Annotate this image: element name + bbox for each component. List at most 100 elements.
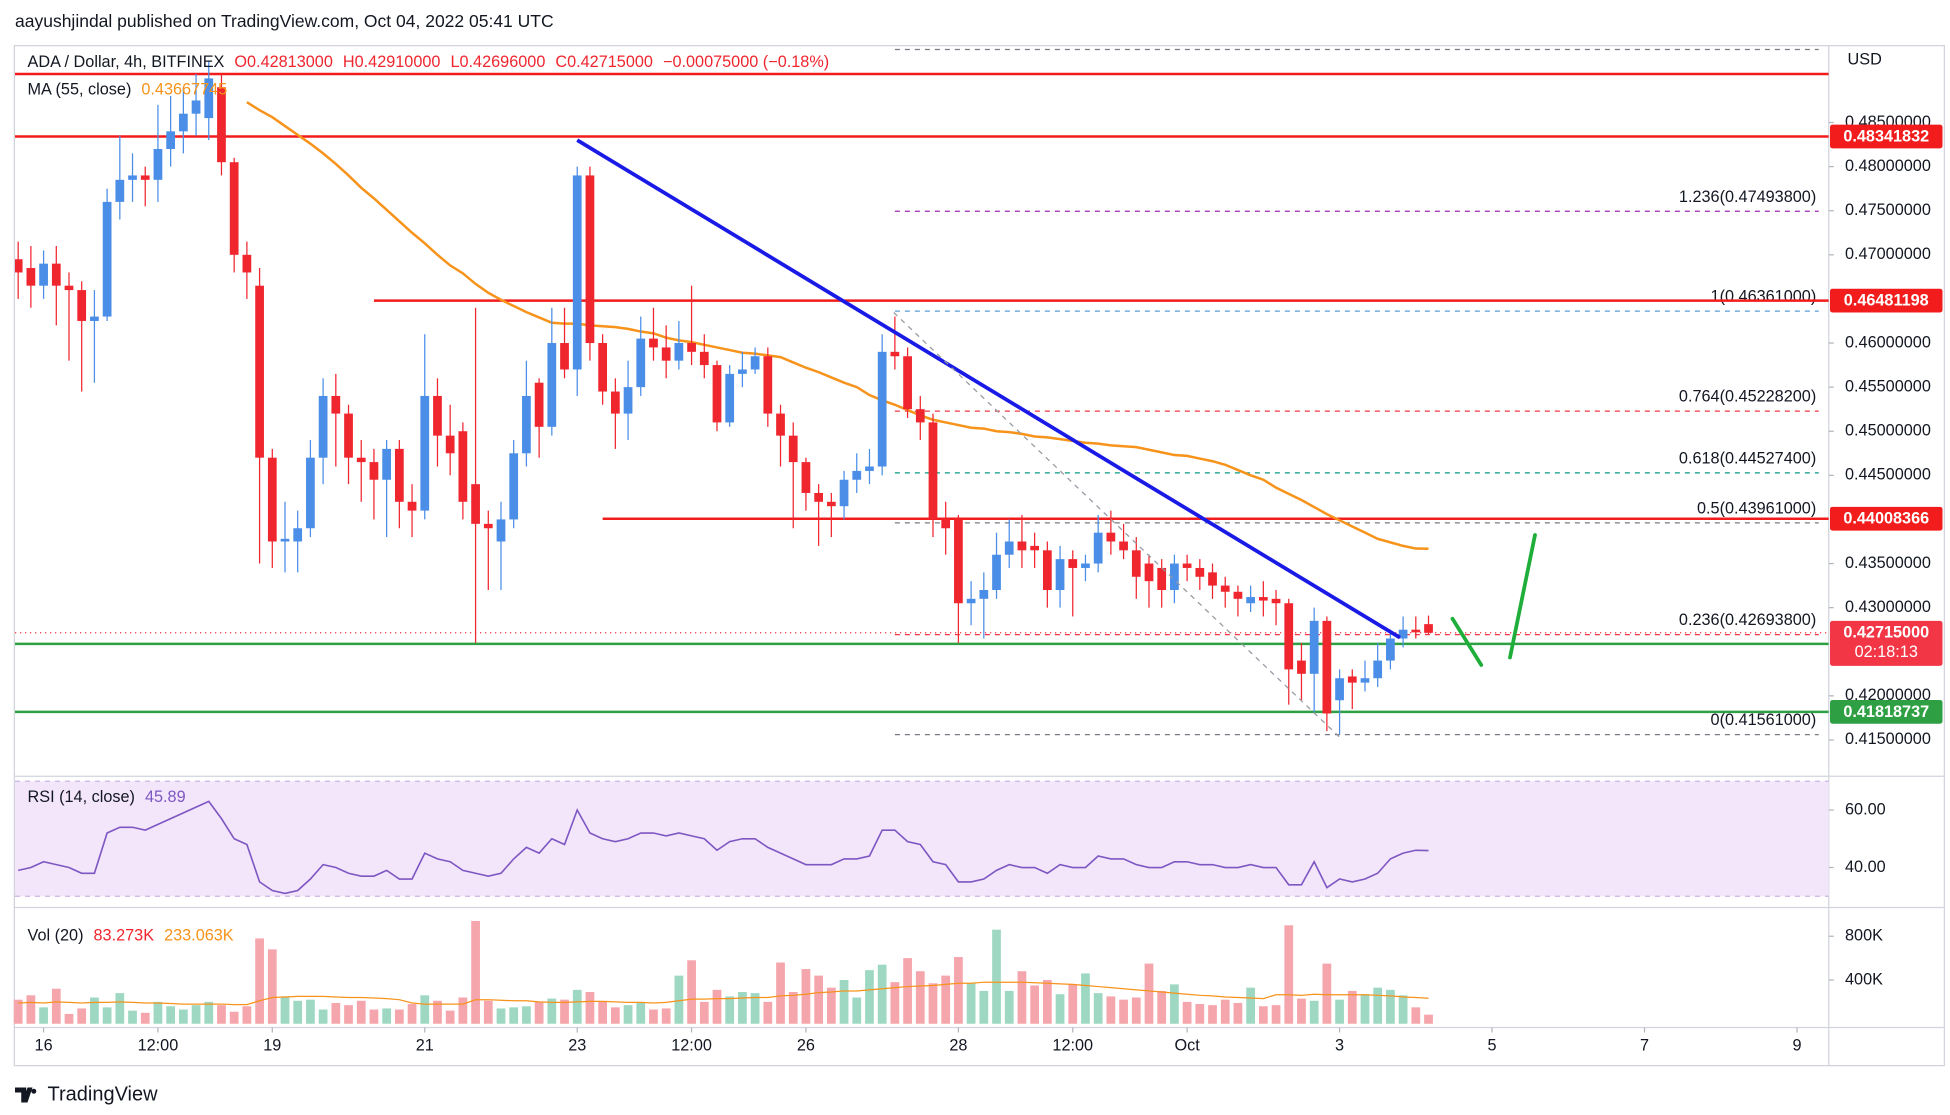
volume-bar bbox=[1386, 989, 1395, 1024]
candle-body bbox=[318, 395, 328, 458]
candle-body bbox=[356, 457, 366, 463]
candle-body bbox=[852, 470, 862, 480]
ma-value: 0.43667745 bbox=[141, 80, 227, 98]
ohlc-value: O0.42813000 bbox=[234, 53, 333, 71]
volume-bar bbox=[687, 960, 696, 1024]
brand: TradingView bbox=[48, 1083, 159, 1105]
candle-body bbox=[509, 453, 519, 520]
candle-body bbox=[140, 175, 150, 180]
volume-bar bbox=[458, 997, 468, 1024]
candle-body bbox=[1195, 567, 1205, 577]
volume-bar bbox=[445, 1010, 455, 1024]
candle-body bbox=[267, 457, 277, 542]
volume-bar bbox=[115, 993, 125, 1024]
volume-bar bbox=[229, 1011, 239, 1024]
volume-bar bbox=[1195, 1004, 1205, 1024]
candle-body bbox=[839, 479, 849, 507]
brand-logo: TradingView bbox=[15, 1083, 158, 1105]
candle-body bbox=[1093, 532, 1103, 564]
volume-bar bbox=[522, 1006, 531, 1024]
candle-body bbox=[966, 598, 976, 604]
price-countdown: 02:18:13 bbox=[1855, 643, 1918, 661]
volume-bar bbox=[1335, 999, 1344, 1024]
volume-bar bbox=[1119, 999, 1128, 1024]
candle-body bbox=[191, 100, 201, 114]
candle-body bbox=[128, 175, 137, 180]
candle-body bbox=[661, 347, 671, 361]
y-tick-label: 0.42000000 bbox=[1845, 686, 1931, 704]
candle-body bbox=[1297, 660, 1306, 674]
x-tick-label: 28 bbox=[949, 1037, 967, 1055]
x-tick-label: 26 bbox=[797, 1037, 815, 1055]
volume-bar bbox=[267, 949, 277, 1024]
candle-body bbox=[1170, 563, 1179, 591]
volume-bar bbox=[1347, 990, 1357, 1024]
volume-bar bbox=[877, 964, 887, 1024]
candle-body bbox=[1182, 563, 1192, 568]
candle-body bbox=[623, 387, 633, 414]
volume-bar bbox=[1233, 1002, 1243, 1024]
volume-tick-label: 800K bbox=[1845, 927, 1883, 945]
volume-bar bbox=[725, 996, 735, 1024]
volume-bar bbox=[649, 1009, 658, 1024]
volume-bar bbox=[26, 995, 36, 1024]
level-tag-label: 0.48341832 bbox=[1843, 127, 1929, 145]
volume-bar bbox=[623, 1005, 633, 1024]
volume-bar bbox=[433, 1000, 442, 1024]
volume-bar bbox=[1220, 999, 1230, 1024]
rsi-tick-label: 60.00 bbox=[1845, 800, 1886, 818]
candle-body bbox=[1411, 629, 1421, 633]
volume-bar bbox=[51, 988, 61, 1024]
candle-body bbox=[687, 343, 696, 352]
level-tag-label: 0.46481198 bbox=[1844, 291, 1929, 309]
volume-bar bbox=[140, 1012, 150, 1024]
volume-bar bbox=[1398, 995, 1408, 1024]
candle-body bbox=[166, 131, 176, 149]
volume-bar bbox=[1309, 1000, 1319, 1024]
plot: 1.236(0.47493800) 1(0.46361000) 0.764(0.45… bbox=[13, 48, 1943, 1055]
candle-body bbox=[445, 435, 455, 454]
candle-body bbox=[77, 290, 87, 321]
candle-body bbox=[1042, 550, 1052, 591]
volume-bar bbox=[102, 1007, 112, 1024]
volume-bar bbox=[293, 1000, 303, 1024]
candle-body bbox=[649, 338, 658, 348]
volume-bar bbox=[750, 993, 760, 1024]
volume-bar bbox=[1004, 990, 1014, 1024]
candle-body bbox=[776, 413, 785, 436]
candle-body bbox=[1398, 629, 1408, 639]
candle-body bbox=[763, 356, 773, 414]
y-tick-label: 0.47500000 bbox=[1845, 201, 1931, 219]
candle-body bbox=[458, 431, 468, 502]
candle-body bbox=[1068, 559, 1078, 568]
x-tick-label: Oct bbox=[1174, 1037, 1200, 1055]
x-tick-label: 23 bbox=[568, 1037, 586, 1055]
volume-ma-value: 233.063K bbox=[164, 927, 234, 945]
candle-body bbox=[636, 338, 646, 388]
fib-label: 0(0.41561000) bbox=[1711, 711, 1817, 729]
candle-body bbox=[433, 395, 442, 436]
fib-label: 0.236(0.42693800) bbox=[1679, 611, 1816, 629]
level-tag-label: 0.41818737 bbox=[1843, 703, 1929, 721]
candle-body bbox=[51, 263, 61, 286]
candle-body bbox=[496, 519, 506, 542]
fib-label: 0.5(0.43961000) bbox=[1697, 499, 1816, 517]
candle-body bbox=[1233, 591, 1243, 599]
ma-legend: MA (55, close) bbox=[28, 80, 132, 98]
volume-bar bbox=[814, 975, 824, 1024]
volume-bar bbox=[1208, 1005, 1217, 1024]
candle-body bbox=[877, 351, 887, 467]
hand-arrow bbox=[1450, 616, 1484, 667]
volume-bar bbox=[1093, 993, 1103, 1024]
candle-body bbox=[1373, 660, 1383, 679]
volume-bar bbox=[776, 962, 785, 1024]
candle-body bbox=[1131, 550, 1141, 577]
volume-bar bbox=[699, 1001, 709, 1024]
volume-bar bbox=[560, 999, 569, 1024]
volume-bar bbox=[255, 938, 264, 1024]
fib-diagonal bbox=[893, 312, 1341, 738]
candle-body bbox=[1335, 678, 1344, 701]
volume-bar bbox=[903, 958, 912, 1024]
volume-bar bbox=[369, 1009, 379, 1024]
candle-body bbox=[572, 175, 582, 370]
